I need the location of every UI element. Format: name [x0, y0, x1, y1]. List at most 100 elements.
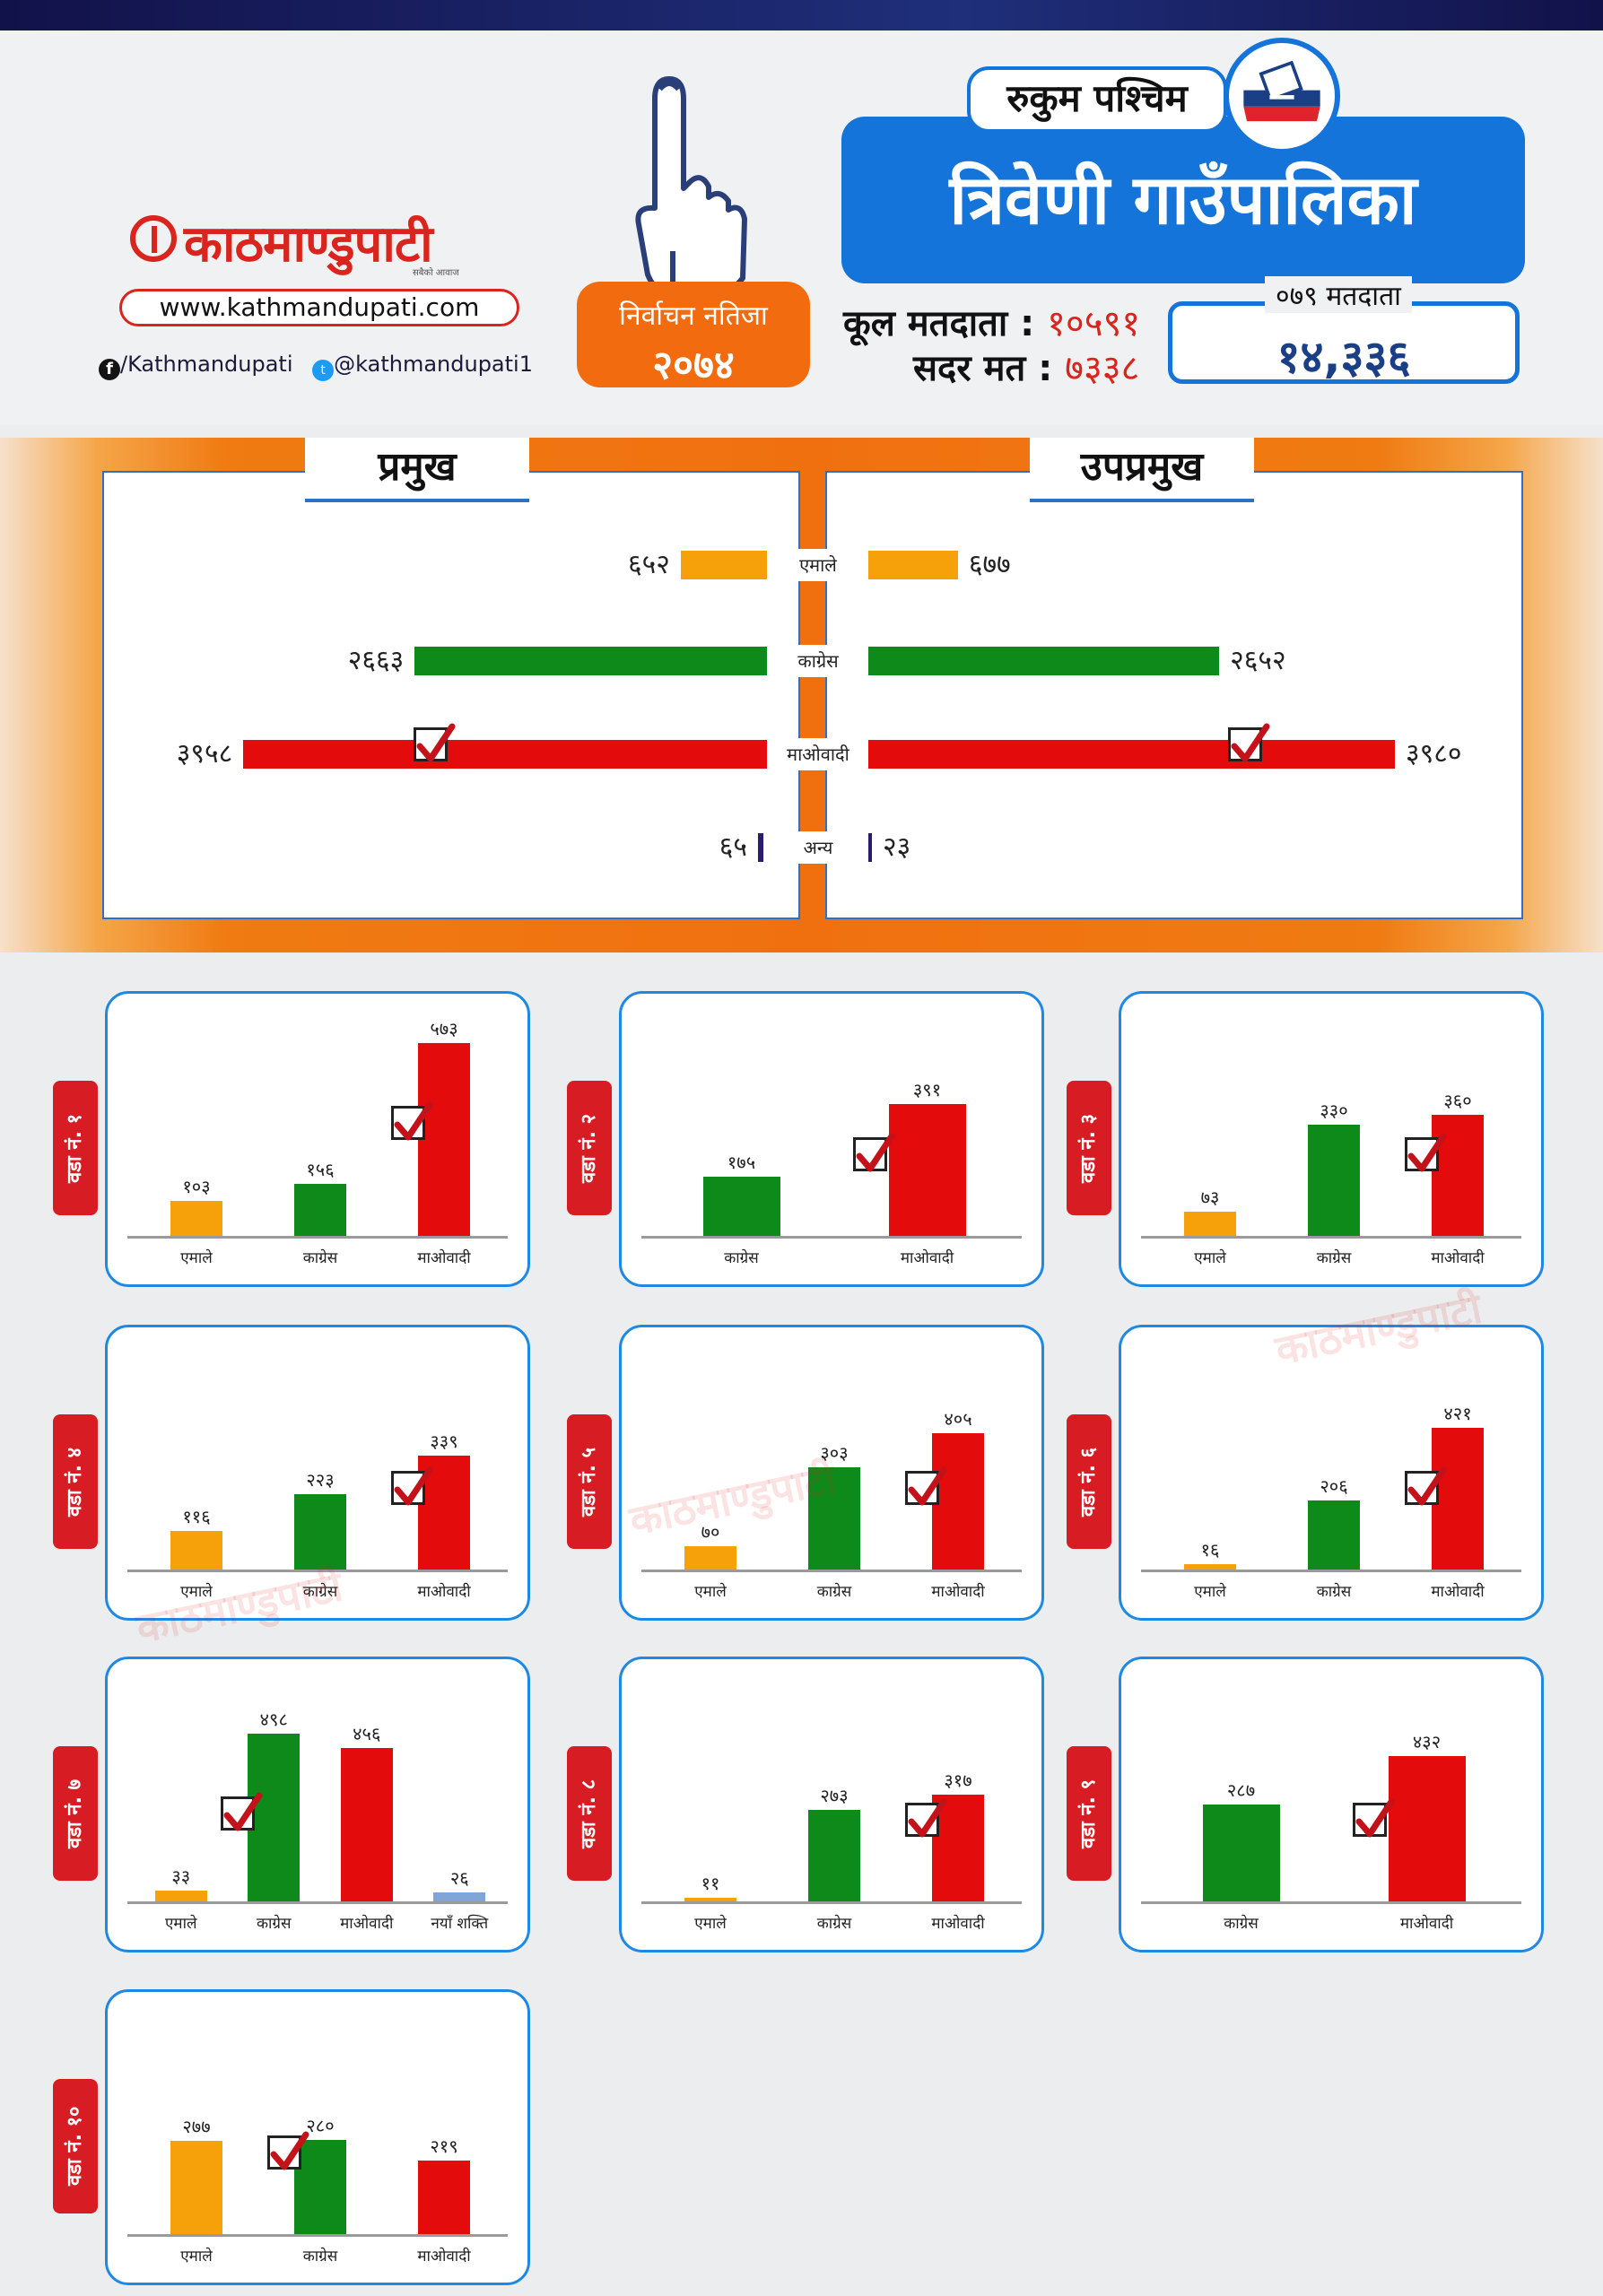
- ward-bar-value-2: २१९: [430, 2135, 458, 2157]
- ward-bar-category-1: काग्रेस: [816, 1915, 852, 1933]
- result-badge: निर्वाचन नतिजा २०७४: [577, 282, 810, 388]
- party-label-3: अन्य: [771, 831, 865, 864]
- ward-bar-category-0: एमाले: [180, 2248, 213, 2266]
- ward-bar-2: [1432, 1115, 1484, 1236]
- upapramukh-value-1: २६५२: [1230, 645, 1286, 676]
- ward-axis: [1141, 1236, 1521, 1239]
- twitter-icon: t: [312, 360, 335, 381]
- ward-card-5: ७० एमाले ३०३ काग्रेस ४०५ माओवादी: [619, 1325, 1044, 1621]
- winner-check-icon: [391, 1101, 433, 1141]
- ward-label-7: वडा नं. ७: [53, 1746, 98, 1881]
- brand-logo-icon: [130, 215, 177, 262]
- total-voters-label: कूल मतदाता :: [843, 303, 1035, 344]
- ward-bar-category-2: माओवादी: [340, 1915, 394, 1933]
- website-link[interactable]: www.kathmandupati.com: [119, 289, 519, 326]
- ward-bar-2: [932, 1433, 984, 1570]
- winner-check-icon: [905, 1466, 947, 1506]
- top-bar: [0, 0, 1603, 30]
- ward-bar-0: [170, 1201, 222, 1236]
- ward-axis: [641, 1901, 1022, 1904]
- ward-bar-category-0: एमाले: [180, 1249, 213, 1267]
- ward-bar-value-1: २०६: [1320, 1474, 1348, 1497]
- ward-bar-value-0: ११: [701, 1872, 720, 1894]
- ward-bar-category-1: माओवादी: [1399, 1915, 1454, 1933]
- ward-card-4: ११६ एमाले २२३ काग्रेस ३३९ माओवादी: [105, 1325, 530, 1621]
- upapramukh-value-3: २३: [883, 831, 911, 863]
- ward-axis: [1141, 1901, 1521, 1904]
- ward-bar-value-2: ४५६: [353, 1723, 381, 1744]
- ward-bar-value-1: ३३०: [1320, 1100, 1348, 1122]
- winner-check-icon: [267, 2131, 309, 2170]
- ward-bar-0: [1184, 1564, 1236, 1570]
- ward-bar-2: [1432, 1428, 1484, 1570]
- voters-079-box: [1168, 301, 1520, 384]
- ward-bar-value-1: ४९८: [259, 1709, 288, 1731]
- ward-bar-category-2: माओवादी: [931, 1583, 985, 1601]
- upapramukh-title: उपप्रमुख: [1030, 438, 1254, 502]
- ward-bar-value-0: २८७: [1226, 1779, 1256, 1802]
- pramukh-bar-2: [243, 740, 767, 769]
- ward-bar-value-0: २७७: [182, 2116, 211, 2138]
- ward-bar-category-2: माओवादी: [417, 1249, 471, 1267]
- ward-bar-3: [433, 1892, 486, 1901]
- ward-bar-value-1: २८०: [306, 2115, 335, 2136]
- party-label-0: एमाले: [771, 549, 865, 581]
- ward-axis: [127, 1570, 508, 1572]
- ward-bar-1: [808, 1809, 860, 1901]
- ward-axis: [1141, 1570, 1521, 1572]
- ward-bar-value-2: ३१७: [944, 1770, 972, 1792]
- brand-name: काठमाण्डुपाटी: [184, 215, 433, 274]
- ward-bar-value-1: ३९१: [912, 1079, 942, 1101]
- voters-079-value: १४,३३६: [1276, 331, 1411, 383]
- ward-bar-category-1: काग्रेस: [1316, 1583, 1352, 1601]
- winner-check-icon: [1352, 1798, 1394, 1838]
- winner-check-icon: [1228, 723, 1270, 762]
- valid-votes-value: ७३३८: [1065, 348, 1140, 389]
- winner-check-icon: [1405, 1133, 1447, 1172]
- ward-bar-1: [808, 1467, 860, 1570]
- ward-bar-category-1: काग्रेस: [256, 1915, 292, 1933]
- ward-bar-category-0: एमाले: [694, 1915, 727, 1933]
- ward-bar-value-1: २२३: [306, 1469, 335, 1492]
- winner-check-icon: [391, 1466, 433, 1506]
- result-badge-year: २०७४: [652, 343, 735, 388]
- ward-bar-value-1: १५६: [306, 1158, 335, 1180]
- ward-axis: [641, 1236, 1022, 1239]
- ward-bar-2: [418, 1043, 470, 1236]
- twitter-handle[interactable]: @kathmandupati1: [334, 352, 533, 377]
- ward-axis: [127, 1901, 508, 1904]
- ward-bar-value-0: १०३: [182, 1176, 211, 1198]
- ward-axis: [127, 1236, 508, 1239]
- winner-check-icon: [221, 1792, 263, 1831]
- ward-card-2: १७५ काग्रेस ३९१ माओवादी: [619, 991, 1044, 1287]
- ward-bar-0: [1184, 1211, 1236, 1236]
- ward-bar-1: [1388, 1756, 1466, 1901]
- pramukh-value-0: ६५२: [628, 549, 670, 580]
- ward-bar-value-2: ४०५: [944, 1408, 972, 1431]
- pramukh-panel: [102, 471, 800, 919]
- ward-bar-category-2: माओवादी: [1431, 1583, 1485, 1601]
- district-name: रुकुम पश्चिम: [967, 66, 1227, 133]
- ward-bar-value-0: ७०: [701, 1520, 720, 1543]
- municipality-title: त्रिवेणी गाउँपालिका: [841, 117, 1525, 283]
- ward-bar-value-0: १७५: [727, 1152, 756, 1174]
- brand-tagline: सबैको आवाज: [413, 268, 459, 278]
- ward-label-4: वडा नं. ४: [53, 1414, 98, 1549]
- social-links: f/Kathmandupati t @kathmandupati1: [99, 352, 533, 381]
- party-label-1: काग्रेस: [771, 645, 865, 677]
- ward-bar-value-1: ३०३: [820, 1442, 849, 1465]
- ward-bar-value-0: ३३: [171, 1865, 191, 1887]
- voter-stats: कूल मतदाता : १०५९१ सदर मत : ७३३८: [843, 301, 1140, 391]
- ward-bar-2: [340, 1748, 393, 1901]
- ward-label-10: वडा नं. १०: [53, 2079, 98, 2213]
- ward-bar-category-0: एमाले: [1194, 1583, 1226, 1601]
- ward-bar-2: [418, 2160, 470, 2234]
- upapramukh-bar-0: [868, 551, 958, 579]
- result-badge-line1: निर्वाचन नतिजा: [619, 300, 768, 332]
- facebook-handle[interactable]: /Kathmandupati: [120, 352, 293, 377]
- ward-label-2: वडा नं. २: [567, 1081, 612, 1215]
- pramukh-bar-3: [758, 833, 763, 862]
- ward-label-1: वडा नं. १: [53, 1081, 98, 1215]
- ward-bar-category-0: एमाले: [180, 1583, 213, 1601]
- ward-label-6: वडा नं. ६: [1067, 1414, 1111, 1549]
